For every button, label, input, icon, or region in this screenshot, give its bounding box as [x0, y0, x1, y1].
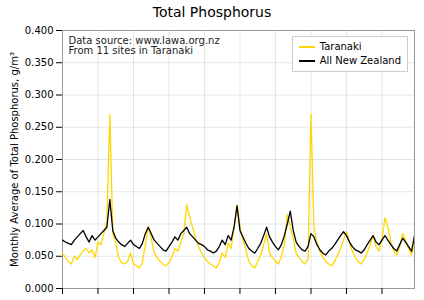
- svg-text:0.250: 0.250: [25, 121, 54, 132]
- html-text:Total Phosphorus: Total Phosphorus: [152, 4, 272, 20]
- svg-text:0.200: 0.200: [25, 154, 54, 165]
- svg-text:0.150: 0.150: [25, 186, 54, 197]
- svg-text:0.050: 0.050: [25, 250, 54, 261]
- html-text:Taranaki: Taranaki: [319, 41, 362, 52]
- svg-text:0.300: 0.300: [25, 89, 54, 100]
- svg-text:0.100: 0.100: [25, 218, 54, 229]
- svg-text:0.400: 0.400: [25, 25, 54, 36]
- svg-text:Data source: www.lawa.org.nzFr: Data source: www.lawa.org.nzFrom 11 site…: [69, 35, 220, 56]
- svg-text:Monthly Average of Total Phosp: Monthly Average of Total Phosphorus, g/m…: [9, 52, 20, 267]
- svg-text:0.350: 0.350: [25, 57, 54, 68]
- html-text:All New Zealand: All New Zealand: [319, 55, 401, 66]
- svg-text:0.000: 0.000: [25, 283, 54, 294]
